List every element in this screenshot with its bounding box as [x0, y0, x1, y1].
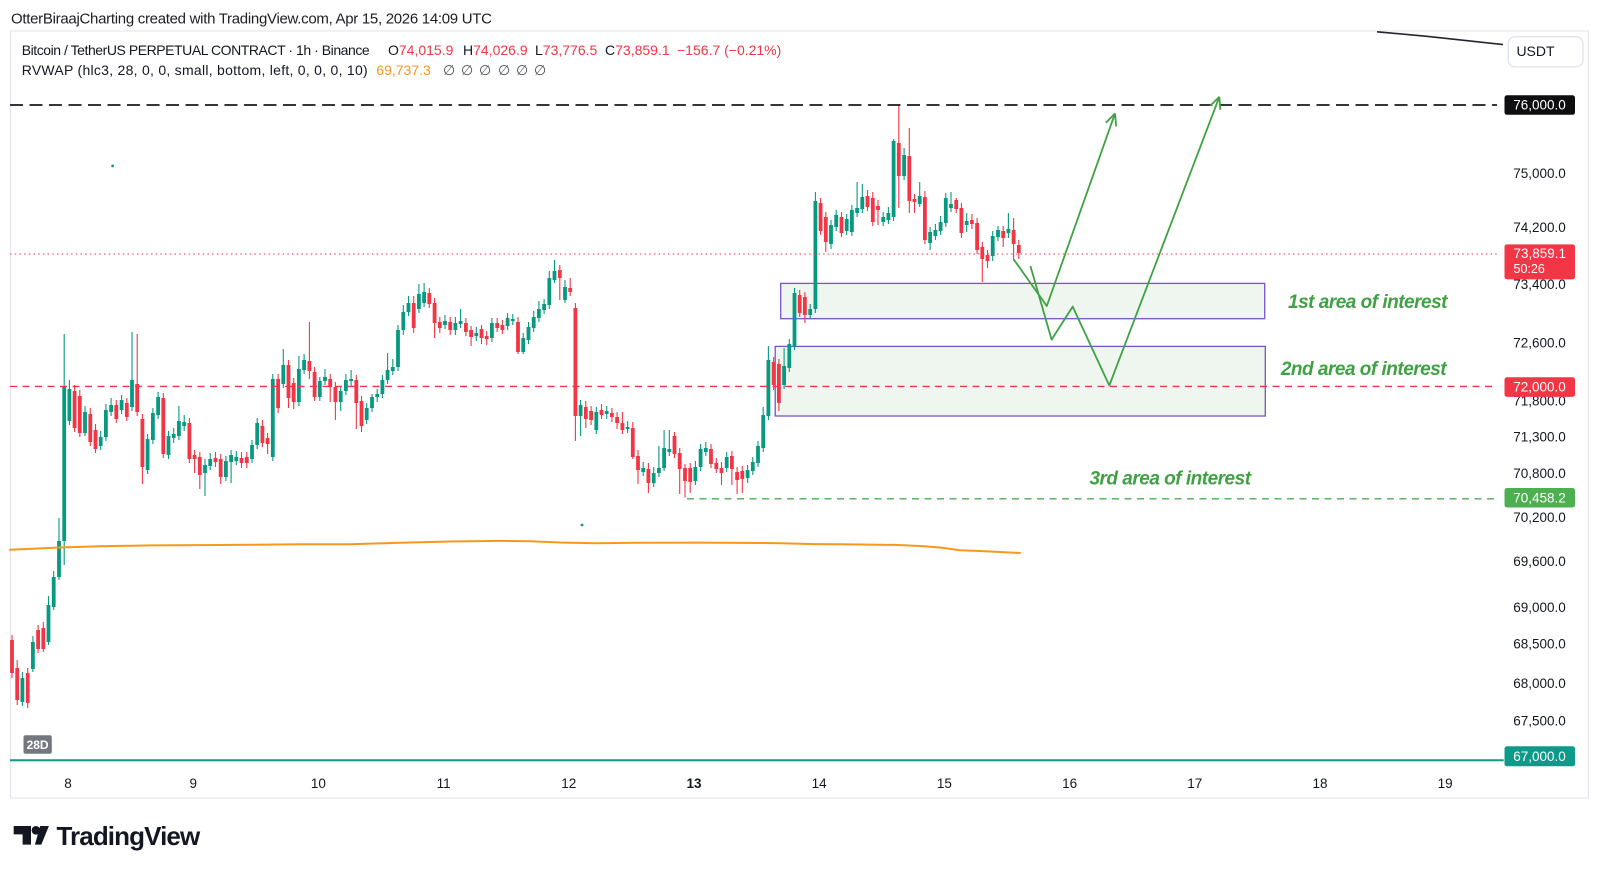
svg-text:28D: 28D [27, 738, 49, 752]
svg-text:15: 15 [937, 776, 952, 791]
svg-text:69,600.0: 69,600.0 [1513, 554, 1566, 569]
svg-text:12: 12 [561, 776, 576, 791]
svg-text:71,800.0: 71,800.0 [1513, 394, 1566, 409]
svg-text:75,000.0: 75,000.0 [1513, 166, 1566, 181]
svg-text:13: 13 [686, 776, 702, 791]
svg-text:67,000.0: 67,000.0 [1513, 749, 1566, 764]
svg-text:10: 10 [311, 776, 326, 791]
svg-text:69,000.0: 69,000.0 [1513, 600, 1566, 615]
svg-text:Bitcoin / TetherUS PERPETUAL C: Bitcoin / TetherUS PERPETUAL CONTRACT · … [22, 42, 370, 58]
svg-text:73,859.1: 73,859.1 [1514, 246, 1567, 261]
svg-text:16: 16 [1062, 776, 1077, 791]
svg-text:74,200.0: 74,200.0 [1513, 220, 1566, 235]
svg-text:USDT: USDT [1516, 43, 1555, 59]
svg-text:72,000.0: 72,000.0 [1513, 380, 1566, 395]
svg-text:69,737.3: 69,737.3 [376, 62, 431, 78]
svg-text:∅∅∅∅∅∅: ∅ ∅ ∅ ∅ ∅ ∅ [443, 62, 546, 78]
svg-text:19: 19 [1438, 776, 1453, 791]
svg-text:71,300.0: 71,300.0 [1513, 430, 1566, 445]
svg-text:76,000.0: 76,000.0 [1513, 98, 1566, 113]
svg-text:OtterBiraajCharting created wi: OtterBiraajCharting created with Trading… [11, 11, 492, 28]
svg-text:70,200.0: 70,200.0 [1513, 510, 1566, 525]
svg-text:50:26: 50:26 [1514, 262, 1545, 276]
svg-text:70,458.2: 70,458.2 [1513, 490, 1566, 505]
svg-text:TradingView: TradingView [57, 821, 201, 851]
svg-text:2nd area of interest: 2nd area of interest [1280, 359, 1447, 380]
svg-text:73,400.0: 73,400.0 [1513, 277, 1566, 292]
svg-text:8: 8 [64, 776, 72, 791]
svg-text:72,600.0: 72,600.0 [1513, 336, 1566, 351]
svg-text:1st area of interest: 1st area of interest [1288, 292, 1448, 313]
svg-text:70,800.0: 70,800.0 [1513, 466, 1566, 481]
svg-text:68,000.0: 68,000.0 [1513, 676, 1566, 691]
svg-text:14: 14 [812, 776, 828, 791]
svg-text:3rd area of interest: 3rd area of interest [1089, 469, 1251, 490]
svg-text:11: 11 [437, 776, 451, 791]
svg-text:9: 9 [189, 776, 197, 791]
svg-text:17: 17 [1187, 776, 1202, 791]
svg-text:68,500.0: 68,500.0 [1513, 636, 1566, 651]
svg-text:18: 18 [1312, 776, 1327, 791]
svg-text:RVWAP (hlc3, 28, 0, 0, small,: RVWAP (hlc3, 28, 0, 0, small, bottom, le… [22, 62, 368, 78]
svg-text:67,500.0: 67,500.0 [1513, 714, 1566, 729]
